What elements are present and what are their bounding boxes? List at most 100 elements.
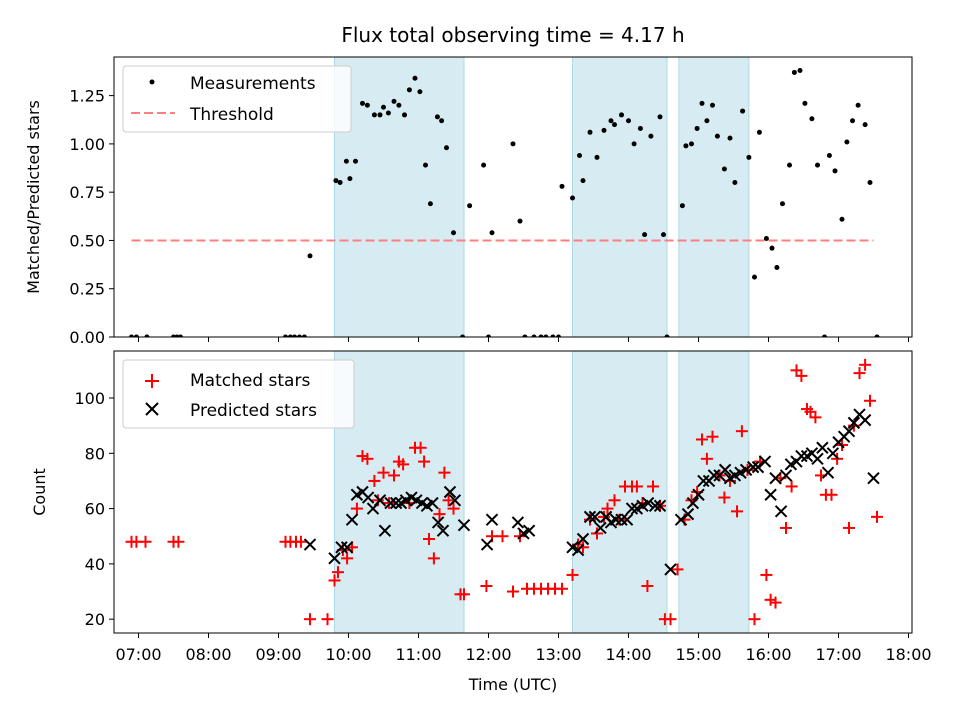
predicted-star-point <box>431 516 445 529</box>
measurement-point <box>377 112 383 118</box>
measurement-point <box>423 162 428 168</box>
matched-star-point <box>438 466 451 479</box>
cross-b <box>620 513 634 526</box>
count-y-axis-label: Count <box>30 468 49 516</box>
predicted-star-point <box>588 510 602 524</box>
measurement-point <box>451 230 456 236</box>
cross-b <box>594 521 607 535</box>
matched-star-point <box>458 588 470 601</box>
cross-b <box>448 494 462 507</box>
matched-star-point <box>172 535 185 548</box>
measurement-point <box>556 334 561 337</box>
matched-star-point <box>377 466 390 479</box>
cross-b <box>356 485 369 499</box>
measurement-point <box>787 162 792 168</box>
matched-star-point <box>368 474 381 487</box>
predicted-legend-marker <box>145 402 159 416</box>
matched-star-point <box>598 510 610 523</box>
legend-matched-stars: Matched stars <box>190 371 310 391</box>
predicted-star-point <box>625 502 639 515</box>
predicted-star-point <box>774 505 788 518</box>
measurement-points <box>129 68 880 337</box>
x-tick-label: 11:00 <box>395 645 441 664</box>
cross-b <box>821 466 835 479</box>
measurement-point <box>780 201 785 207</box>
predicted-star-point <box>697 474 710 488</box>
cross-b <box>648 499 662 513</box>
cross-b <box>686 496 700 510</box>
predicted-star-point <box>686 496 700 510</box>
measurement-point <box>740 108 746 114</box>
measurement-point <box>444 145 449 151</box>
matched-star-point <box>341 552 354 565</box>
measurement-point <box>360 100 365 106</box>
measurement-point <box>580 178 586 184</box>
measurement-point <box>439 118 445 124</box>
cross-b <box>443 485 457 499</box>
matched-star-point <box>566 568 579 581</box>
cross-b <box>522 524 536 537</box>
measurement-point <box>129 334 134 337</box>
cross-b <box>588 510 602 524</box>
cross-b <box>361 491 375 504</box>
measurement-point <box>832 168 838 174</box>
x-tick-label: 12:00 <box>465 645 511 664</box>
cross-b <box>373 494 387 507</box>
matched-star-point <box>321 613 334 626</box>
predicted-star-point <box>847 416 861 430</box>
measurement-point <box>664 334 670 337</box>
time-x-axis-label: Time (UTC) <box>468 675 557 694</box>
x-tick-label: 14:00 <box>605 645 651 664</box>
count-legend-box <box>122 359 355 429</box>
matched-star-point <box>641 580 654 592</box>
matched-star-point <box>785 480 798 493</box>
cross-b <box>405 491 418 504</box>
measurement-point <box>867 180 873 186</box>
legend-predicted-stars: Predicted stars <box>190 401 317 421</box>
cross-b <box>853 408 866 421</box>
measurement-point <box>402 112 407 118</box>
cross-b <box>378 524 392 537</box>
matched-star-point <box>671 563 684 576</box>
x-tick-label: 16:00 <box>745 645 791 664</box>
predicted-star-point <box>480 538 494 551</box>
predicted-star-point <box>378 524 392 537</box>
count-y-ticks: 20 40 60 80 100 <box>74 389 114 629</box>
measurement-point <box>631 141 637 147</box>
matched-star-point <box>601 502 614 515</box>
measurement-point <box>661 232 666 238</box>
predicted-star-point <box>816 441 829 454</box>
measurement-point <box>381 104 386 110</box>
predicted-star-point <box>620 513 634 526</box>
matched-star-point <box>294 535 307 548</box>
predicted-star-point <box>858 413 872 427</box>
matched-star-point <box>591 527 603 540</box>
measurement-point <box>657 114 663 120</box>
measurement-point <box>587 129 593 135</box>
predicted-star-points <box>303 408 880 576</box>
measurement-point <box>679 203 685 209</box>
measurement-point <box>774 264 780 270</box>
x-tick-label: 09:00 <box>255 645 301 664</box>
predicted-star-point <box>758 455 772 468</box>
matched-star-point <box>442 494 455 507</box>
matched-star-point <box>447 502 460 515</box>
matched-star-point <box>731 505 743 518</box>
measurement-point <box>347 176 353 182</box>
measurement-point <box>756 129 762 135</box>
predicted-star-point <box>826 447 840 460</box>
predicted-star-point <box>707 469 721 482</box>
measurement-point <box>489 230 495 236</box>
matched-star-point <box>414 441 427 454</box>
predicted-star-point <box>426 496 439 510</box>
cross-b <box>571 543 585 557</box>
measurement-point <box>412 75 418 81</box>
matched-star-point <box>577 541 589 554</box>
cross-b <box>583 510 597 524</box>
measurement-point <box>301 334 307 337</box>
measurement-point <box>517 218 523 224</box>
predicted-star-point <box>522 524 536 537</box>
cross-b <box>707 469 721 482</box>
predicted-star-point <box>361 491 375 504</box>
measurement-point <box>337 180 343 186</box>
